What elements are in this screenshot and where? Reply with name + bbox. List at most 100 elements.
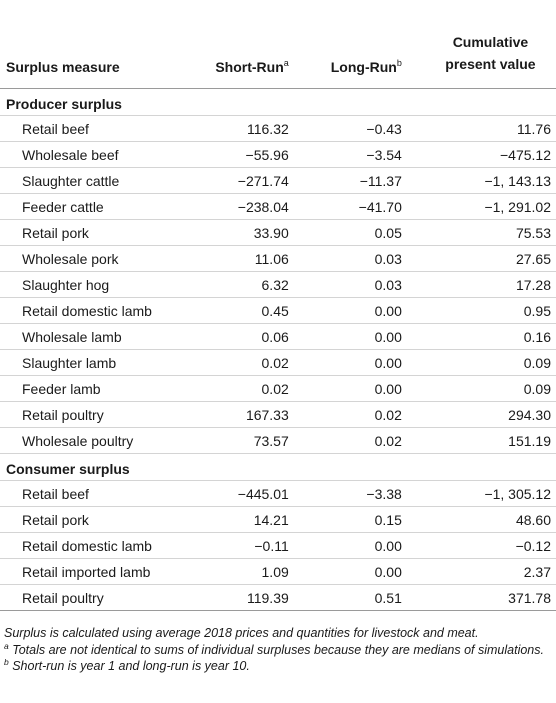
row-label: Retail poultry: [22, 406, 104, 423]
row-label: Slaughter cattle: [22, 172, 120, 189]
long-run-value: 0.00: [374, 563, 402, 580]
footnote-a: a Totals are not identical to sums of in…: [4, 640, 552, 659]
table-row: Wholesale beef −55.96 −3.54 −475.12: [0, 142, 556, 168]
cumulative-value: −475.12: [500, 146, 551, 163]
cumulative-value: 75.53: [515, 224, 551, 241]
short-run-value: 116.32: [246, 120, 289, 137]
table-row: Retail domestic lamb −0.11 0.00 −0.12: [0, 533, 556, 559]
row-label: Retail imported lamb: [22, 563, 151, 580]
long-run-value: 0.15: [374, 511, 402, 528]
short-run-value: 0.45: [261, 302, 289, 319]
long-run-value: 0.02: [374, 406, 402, 423]
cumulative-value: 17.28: [515, 276, 551, 293]
header-cumulative-present-value: Cumulative present value: [402, 0, 556, 89]
cumulative-value: 48.60: [515, 511, 551, 528]
row-label: Feeder lamb: [22, 380, 101, 397]
long-run-value: 0.02: [374, 432, 402, 449]
short-run-value: −271.74: [237, 172, 289, 189]
footnote-b-text: Short-run is year 1 and long-run is year…: [8, 659, 250, 673]
surplus-table: Surplus measure Short-Runa Long-Runb Cum…: [0, 0, 556, 611]
short-run-value: 119.39: [246, 589, 289, 606]
cumulative-value: 151.19: [508, 432, 551, 449]
short-run-value: 0.02: [261, 354, 289, 371]
header-short-run: Short-Runa: [188, 0, 289, 89]
short-run-value: 33.90: [253, 224, 289, 241]
table-row: Retail domestic lamb 0.45 0.00 0.95: [0, 298, 556, 324]
short-run-value: 167.33: [245, 406, 289, 423]
footnote-b: b Short-run is year 1 and long-run is ye…: [4, 658, 552, 675]
cumulative-value: 0.95: [523, 302, 551, 319]
footnote-a-text: Totals are not identical to sums of indi…: [8, 642, 544, 657]
header-surplus-measure-text: Surplus measure: [6, 59, 120, 75]
short-run-value: −238.04: [237, 198, 289, 215]
short-run-value: 14.21: [253, 511, 289, 528]
long-run-value: −41.70: [358, 198, 402, 215]
long-run-value: 0.00: [374, 302, 402, 319]
table-row: Retail beef 116.32 −0.43 11.76: [0, 116, 556, 142]
long-run-value: 0.00: [374, 328, 402, 345]
header-long-run-text: Long-Run: [330, 59, 397, 75]
row-label: Wholesale beef: [22, 146, 119, 163]
table-footnotes: Surplus is calculated using average 2018…: [4, 625, 552, 675]
footnote-marker-b: b: [396, 58, 402, 68]
long-run-value: 0.00: [374, 354, 402, 371]
row-label: Wholesale pork: [22, 250, 119, 267]
cumulative-value: 2.37: [523, 563, 551, 580]
row-label: Retail pork: [22, 511, 89, 528]
section-header-row: Producer surplus: [0, 89, 556, 116]
row-label: Wholesale poultry: [22, 432, 134, 449]
cumulative-value: −1, 305.12: [484, 485, 551, 502]
short-run-value: 73.57: [253, 432, 289, 449]
table-row: Feeder cattle −238.04 −41.70 −1, 291.02: [0, 194, 556, 220]
cumulative-value: 11.76: [517, 120, 551, 137]
table-row: Slaughter hog 6.32 0.03 17.28: [0, 272, 556, 298]
footnote-a-marker: a: [4, 640, 9, 651]
header-surplus-measure: Surplus measure: [0, 0, 188, 89]
cumulative-value: −1, 143.13: [484, 172, 551, 189]
long-run-value: 0.00: [374, 537, 402, 554]
long-run-value: −3.54: [366, 146, 402, 163]
table-header-row: Surplus measure Short-Runa Long-Runb Cum…: [0, 0, 556, 89]
table-row: Retail poultry 119.39 0.51 371.78: [0, 585, 556, 611]
table-row: Slaughter cattle −271.74 −11.37 −1, 143.13: [0, 168, 556, 194]
short-run-value: −55.96: [245, 146, 289, 163]
section-title: Consumer surplus: [6, 460, 130, 477]
short-run-value: 1.09: [261, 563, 289, 580]
cumulative-value: 294.30: [508, 406, 551, 423]
row-label: Retail beef: [22, 485, 89, 502]
row-label: Retail domestic lamb: [22, 302, 152, 319]
long-run-value: 0.03: [374, 250, 402, 267]
header-long-run: Long-Runb: [289, 0, 402, 89]
short-run-value: 0.06: [261, 328, 289, 345]
cumulative-value: 0.09: [523, 354, 551, 371]
section-header-row: Consumer surplus: [0, 454, 556, 481]
section-title: Producer surplus: [6, 95, 122, 112]
row-label: Retail domestic lamb: [22, 537, 152, 554]
table-row: Slaughter lamb 0.02 0.00 0.09: [0, 350, 556, 376]
cumulative-value: 0.16: [523, 328, 551, 345]
table-row: Retail poultry 167.33 0.02 294.30: [0, 402, 556, 428]
short-run-value: −0.11: [254, 537, 289, 554]
long-run-value: 0.51: [374, 589, 402, 606]
footnote-marker-a: a: [283, 58, 289, 68]
long-run-value: −3.38: [366, 485, 402, 502]
short-run-value: 6.32: [261, 276, 289, 293]
header-cumulative-line2: present value: [445, 56, 536, 72]
header-cumulative-line1: Cumulative: [452, 34, 529, 50]
cumulative-value: 371.78: [508, 589, 551, 606]
row-label: Retail beef: [22, 120, 89, 137]
table-row: Wholesale pork 11.06 0.03 27.65: [0, 246, 556, 272]
cumulative-value: 27.65: [515, 250, 551, 267]
row-label: Retail poultry: [22, 589, 104, 606]
table-row: Retail beef −445.01 −3.38 −1, 305.12: [0, 481, 556, 507]
row-label: Feeder cattle: [22, 198, 104, 215]
row-label: Slaughter lamb: [22, 354, 117, 371]
footnote-b-marker: b: [4, 657, 9, 667]
table-row: Feeder lamb 0.02 0.00 0.09: [0, 376, 556, 402]
row-label: Slaughter hog: [22, 276, 110, 293]
row-label: Wholesale lamb: [22, 328, 122, 345]
long-run-value: 0.00: [374, 380, 402, 397]
long-run-value: −11.37: [359, 172, 402, 189]
long-run-value: −0.43: [366, 120, 402, 137]
